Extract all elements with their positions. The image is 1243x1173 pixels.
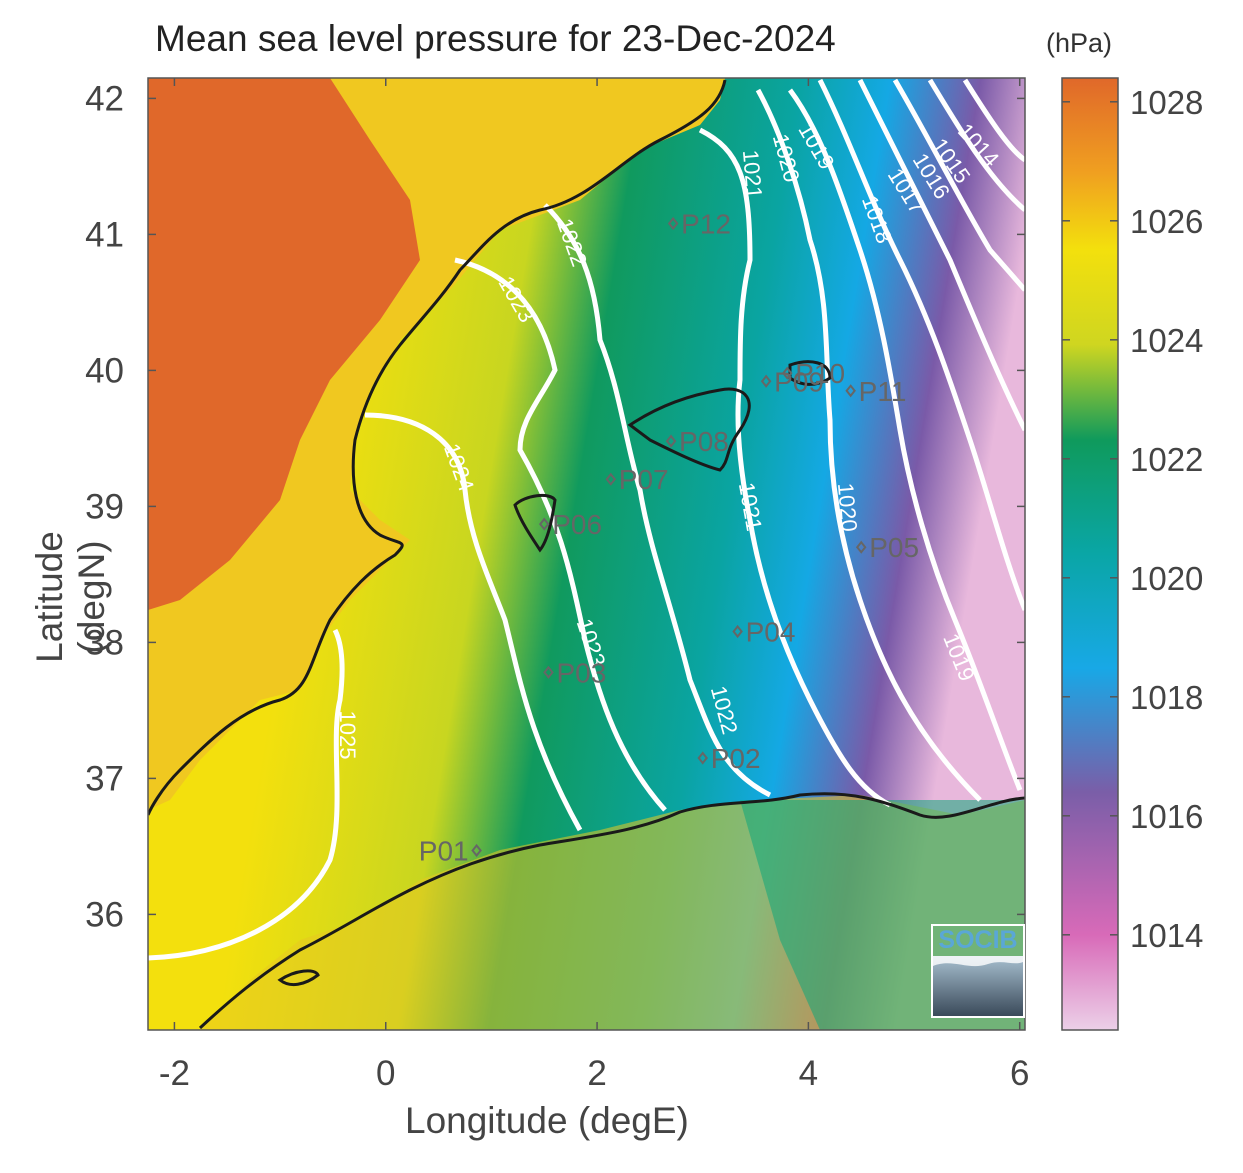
- y-tick-label: 42: [85, 79, 124, 118]
- station-label: P12: [681, 209, 731, 240]
- chart-title: Mean sea level pressure for 23-Dec-2024: [155, 18, 836, 59]
- station-label: P10: [795, 358, 845, 389]
- station-marker: [471, 843, 482, 858]
- y-axis-label: Latitude (degN): [29, 531, 112, 663]
- y-tick-label: 40: [85, 351, 124, 390]
- x-tick-label: -2: [159, 1054, 190, 1093]
- iberia-interior: [148, 78, 420, 610]
- y-tick-label: 37: [85, 759, 124, 798]
- station-label: P01: [419, 835, 469, 866]
- socib-logo-text: SOCIB: [938, 926, 1018, 954]
- station-marker: [667, 216, 679, 231]
- x-axis-label: Longitude (degE): [405, 1100, 689, 1141]
- y-tick-label: 38: [85, 623, 124, 662]
- station-marker: [845, 384, 856, 398]
- x-tick-label: 4: [799, 1054, 818, 1093]
- station-label: P06: [552, 509, 602, 540]
- colorbar-tick-label: 1028: [1130, 84, 1203, 121]
- map-frame: [147, 77, 1026, 1031]
- y-tick-label: 36: [85, 895, 124, 934]
- colorbar-tick-label: 1020: [1130, 560, 1203, 597]
- colorbar: [1061, 77, 1119, 1031]
- station-label: P08: [679, 426, 729, 457]
- station-label: P04: [746, 617, 796, 648]
- isobars: [148, 78, 1025, 961]
- contour-label: 1021: [738, 149, 767, 200]
- station-label: P03: [556, 657, 606, 688]
- y-tick-label: 41: [85, 215, 124, 254]
- station-marker: [543, 665, 554, 679]
- station-label: P02: [711, 743, 761, 774]
- x-tick-label: 2: [587, 1054, 606, 1093]
- colorbar-tick-label: 1026: [1130, 203, 1203, 240]
- station-marker: [732, 624, 743, 639]
- station-label: P11: [859, 376, 907, 407]
- station-marker: [538, 517, 550, 531]
- station-label: P05: [869, 532, 919, 563]
- x-tick-label: 0: [376, 1054, 395, 1093]
- colorbar-tick-label: 1022: [1130, 441, 1203, 478]
- map-area: [148, 78, 1025, 1030]
- colorbar-tick-label: 1024: [1130, 322, 1203, 359]
- station-marker: [855, 540, 867, 554]
- socib-logo: SOCIB: [931, 924, 1025, 1018]
- y-axis-ticks: 36 37 38 39 40 41 42: [85, 79, 1025, 934]
- colorbar-unit: (hPa): [1046, 28, 1113, 58]
- x-tick-label: 6: [1010, 1054, 1029, 1093]
- contour-label: 1020: [833, 482, 862, 533]
- coastlines: [148, 79, 1025, 1030]
- station-marker: [781, 366, 793, 380]
- station-label: P09: [774, 366, 824, 397]
- station-marker: [697, 751, 709, 765]
- socib-logo-graphic: [933, 956, 1023, 1016]
- station-label: P07: [619, 464, 669, 495]
- colorbar-tick-label: 1016: [1130, 798, 1203, 835]
- station-marker: [760, 374, 772, 388]
- contour-label: 1025: [335, 711, 360, 760]
- colorbar-tick-label: 1018: [1130, 679, 1203, 716]
- y-tick-label: 39: [85, 487, 124, 526]
- station-marker: [605, 472, 617, 486]
- colorbar-tick-label: 1014: [1130, 917, 1203, 954]
- station-marker: [665, 434, 677, 448]
- colorbar-ticks: 1014 1016 1018 1020 1022 1024 1026 1028: [1062, 84, 1203, 954]
- x-axis-ticks: -2 0 2 4 6: [159, 78, 1029, 1093]
